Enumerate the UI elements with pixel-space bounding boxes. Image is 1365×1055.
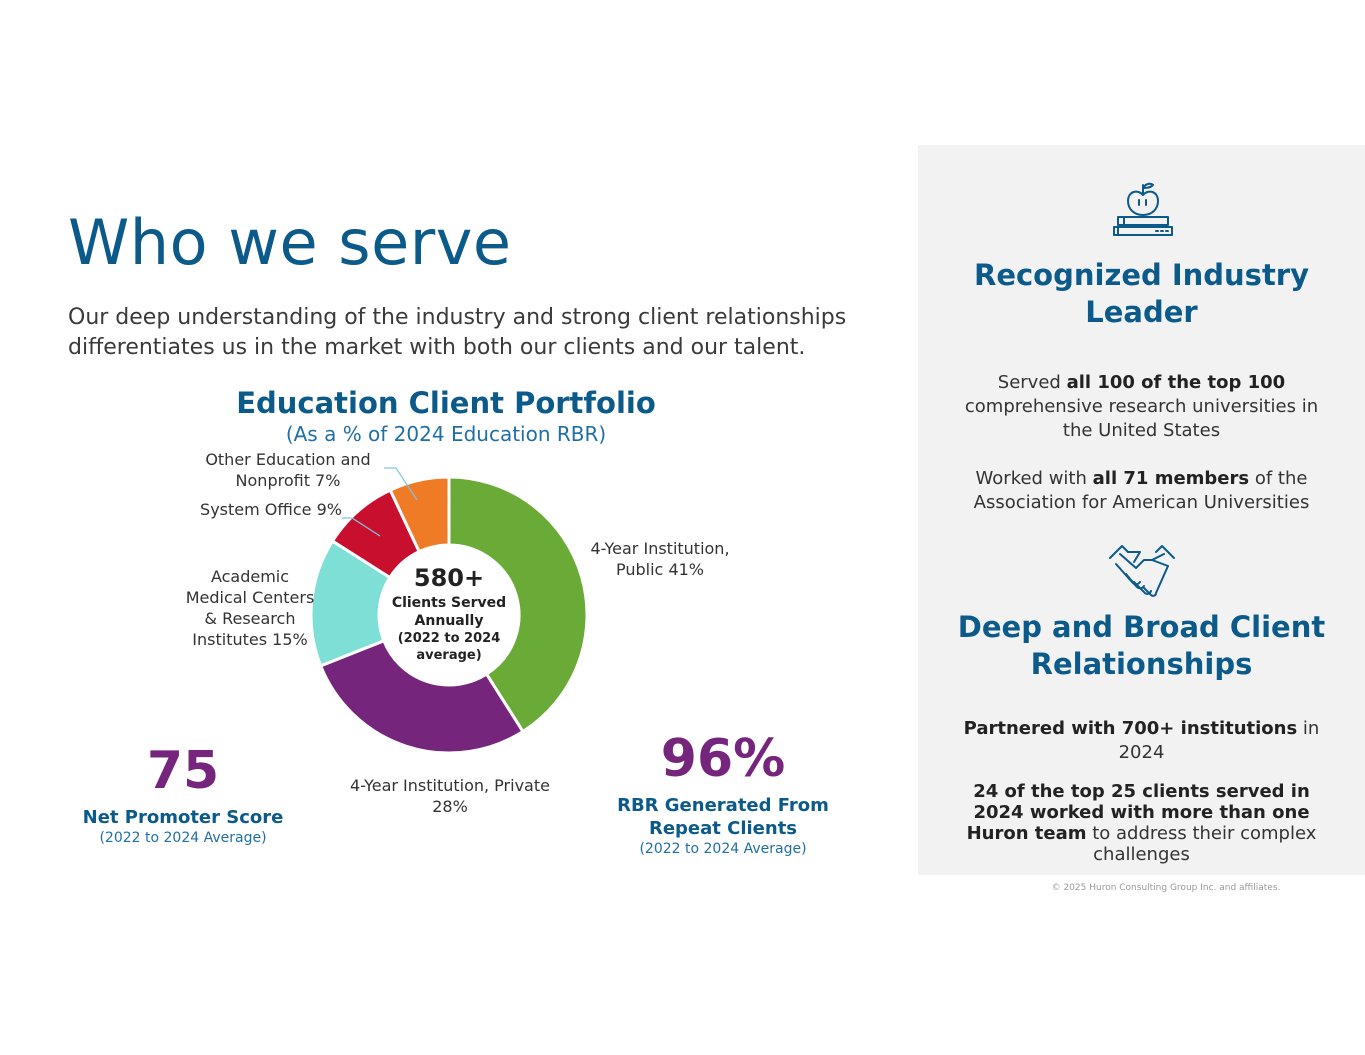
nps-stat: 75 Net Promoter Score (2022 to 2024 Aver… [68, 740, 298, 848]
slice-label-private: 4-Year Institution, Private 28% [350, 776, 550, 816]
nps-note: (2022 to 2024 Average) [99, 830, 267, 846]
nps-value: 75 [146, 741, 220, 801]
leader-line-system [342, 517, 381, 537]
slice-label-public: 4-Year Institution, Public 41% [590, 539, 730, 579]
recognized-leader-heading: Recognized Industry Leader [973, 258, 1310, 329]
donut-center: 580+ Clients Served Annually (2022 to 20… [374, 564, 524, 664]
nps-label: Net Promoter Score [82, 807, 284, 828]
center-note: (2022 to 2024 average) [397, 631, 501, 663]
partnered-text: Partnered with 700+ institutions in 2024 [963, 718, 1320, 763]
chart-title: Education Client Portfolio [236, 386, 656, 420]
slice-label-other: Other Education and Nonprofit 7% [205, 450, 371, 490]
top-25-text: 24 of the top 25 clients served in 2024 … [966, 781, 1317, 865]
donut-slice-4 [388, 475, 451, 554]
center-text: Clients Served Annually [391, 595, 507, 629]
slice-label-academic-medical: Academic Medical Centers & Research Inst… [185, 567, 315, 649]
copyright-footer: © 2025 Huron Consulting Group Inc. and a… [1051, 883, 1281, 893]
rbr-label: RBR Generated From Repeat Clients [617, 795, 829, 839]
rbr-stat: 96% RBR Generated From Repeat Clients (2… [600, 728, 846, 859]
center-value: 580+ [413, 564, 485, 592]
leader-line-other [384, 467, 418, 501]
handshake-icon [1109, 545, 1175, 597]
aau-members-text: Worked with all 71 members of the Associ… [973, 468, 1310, 513]
chart-subtitle: (As a % of 2024 Education RBR) [285, 422, 607, 446]
side-panel: Recognized Industry Leader Served all 10… [918, 145, 1365, 875]
client-relationships-heading: Deep and Broad Client Relationships [957, 610, 1326, 681]
page-title: Who we serve [68, 206, 512, 279]
slice-label-system-office: System Office 9% [200, 500, 342, 519]
rbr-note: (2022 to 2024 Average) [639, 841, 807, 857]
apple-books-icon [1113, 182, 1173, 236]
top-100-text: Served all 100 of the top 100 comprehens… [964, 372, 1319, 441]
rbr-value: 96% [660, 729, 786, 789]
intro-paragraph: Our deep understanding of the industry a… [68, 305, 847, 360]
